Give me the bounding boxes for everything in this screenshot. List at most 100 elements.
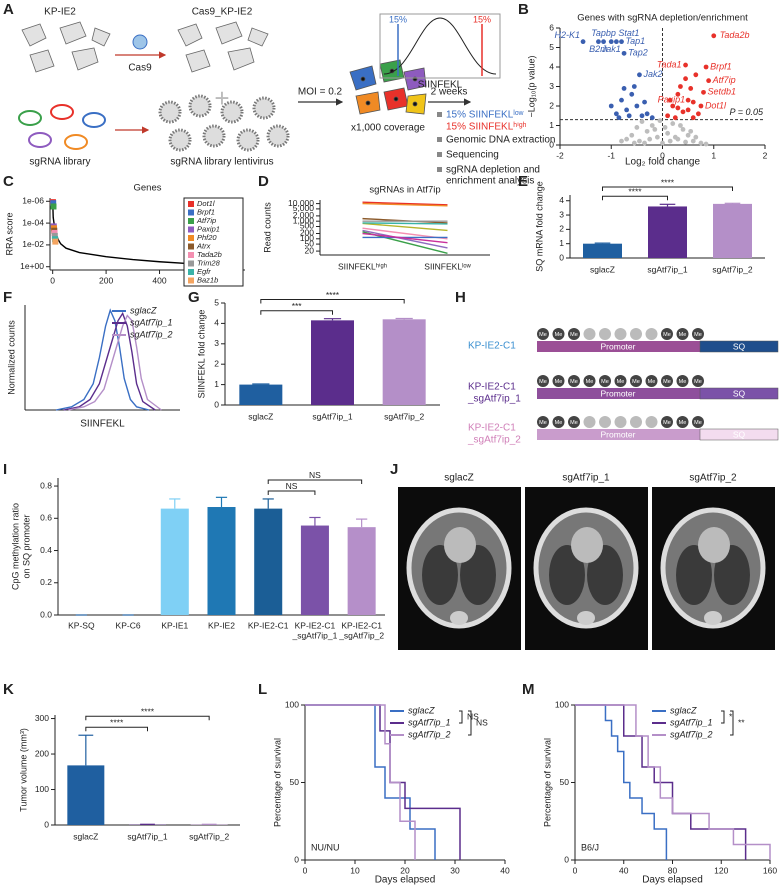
cpg-site [599, 328, 611, 340]
point [649, 123, 655, 128]
image-label: sglacZ [444, 473, 473, 484]
y-tick-label: 50 [305, 238, 315, 248]
y-tick-label: 0.8 [40, 480, 52, 490]
y-axis-label: Read counts [262, 202, 272, 253]
y-tick-label: 10,000 [288, 198, 314, 208]
significance-label: NS [286, 481, 298, 491]
marker [52, 238, 59, 245]
mri-lung [422, 545, 458, 605]
y-axis-label: Percentage of survival [542, 738, 552, 827]
significance-bracket [267, 479, 363, 484]
y-tick-label: 3 [214, 338, 219, 348]
point [680, 109, 686, 115]
legend-label: sglacZ [408, 705, 435, 715]
x-tick-label: KP-IE2-C1 [341, 620, 382, 630]
methyl-label: Me [694, 332, 702, 338]
legend-label: sgAtf7ip_1 [130, 317, 173, 327]
survival-curve [575, 704, 668, 860]
point [685, 97, 691, 103]
bar [382, 319, 426, 405]
legend-label: Atrx [196, 241, 211, 250]
legend-label: Egfr [197, 267, 211, 276]
row-label: KP-IE2-C1 [468, 382, 516, 393]
y-axis-label-text: Normalized counts [6, 320, 16, 395]
point-label: Stat1 [618, 28, 639, 38]
significance-bracket [602, 195, 668, 201]
y-tick-label: 4 [559, 195, 564, 205]
y-tick-label: 50 [290, 777, 300, 787]
cpg-site [676, 375, 689, 387]
mri-spine [577, 611, 595, 625]
point [665, 113, 671, 119]
x-tick-label: KP-IE1 [161, 620, 188, 630]
legend-label: sgAtf7ip_2 [130, 329, 173, 339]
y-tick-label: 0 [214, 399, 219, 409]
annotation: NU/NU [311, 842, 340, 852]
methyl-label: Me [555, 379, 563, 385]
y-tick-label: 2 [214, 358, 219, 368]
bar [583, 243, 622, 258]
legend-label: sglacZ [670, 705, 697, 715]
point [693, 72, 699, 78]
cells [21, 21, 111, 73]
y-tick-label: 3 [549, 81, 554, 91]
x-tick-label: 0 [303, 865, 308, 875]
y-tick-label: 5,000 [293, 203, 315, 213]
point [608, 39, 614, 45]
x-tick-label: sgAtf7ip_2 [384, 411, 424, 421]
y-tick-label: 100 [300, 233, 314, 243]
distribution [379, 13, 501, 79]
y-tick-label: 200 [300, 228, 314, 238]
time-label: 2 weeks [431, 87, 468, 98]
line [51, 201, 240, 268]
cpg-site [630, 416, 642, 428]
legend-label: Atf7ip [196, 216, 216, 225]
virus-icon [132, 34, 148, 50]
mri-heart [571, 527, 603, 563]
x-tick-label: 40 [619, 865, 629, 875]
significance-bracket [730, 710, 734, 736]
cpg-site [614, 416, 627, 428]
point [626, 113, 632, 119]
sort-label: 15% SIINFEKLˡᵒʷ [446, 110, 524, 121]
point [644, 128, 650, 134]
significance-label: **** [141, 706, 155, 716]
point [670, 103, 676, 109]
row-label: _sgAtf7ip_1 [467, 394, 521, 405]
panel-label: K [3, 681, 14, 698]
legend-label: Tada2b [197, 250, 222, 259]
x-axis-label: Days elapsed [375, 875, 436, 886]
line [362, 202, 448, 207]
significance-label: **** [326, 290, 340, 300]
y-tick-label: 0.4 [40, 545, 52, 555]
cpg-site [599, 416, 611, 428]
x-tick-label: 120 [714, 865, 728, 875]
y-tick-label: 100 [555, 699, 569, 709]
gene-region [699, 428, 779, 441]
x-tick-label: 2 [763, 150, 768, 160]
methyl-label: Me [601, 379, 609, 385]
x-tick-label: sgAtf7ip_2 [189, 831, 229, 841]
annotation: P = 0.05 [730, 107, 764, 117]
point-label: Jak2 [642, 69, 662, 79]
bar [347, 527, 376, 615]
row-label: _sgAtf7ip_2 [467, 435, 521, 446]
significance-bracket [260, 310, 333, 315]
y-axis-label: Tumor volume (mm³) [18, 728, 28, 812]
legend-label: Baz1b [197, 275, 218, 284]
x-tick-label: KP-IE2-C1 [248, 620, 289, 630]
legend-swatch [188, 269, 194, 275]
marker [50, 203, 57, 210]
methyl-label: Me [632, 379, 640, 385]
cpg-site [583, 416, 596, 428]
y-tick-label: 1e+00 [20, 261, 44, 271]
x-tick-label: 160 [763, 865, 777, 875]
bar [300, 525, 329, 615]
step-label: enrichment analysis [446, 176, 534, 187]
line [362, 232, 448, 244]
y-axis-label-line: on SQ promoter [21, 514, 31, 578]
point [688, 86, 694, 91]
methyl-label: Me [679, 332, 687, 338]
significance-label: **** [110, 717, 124, 727]
